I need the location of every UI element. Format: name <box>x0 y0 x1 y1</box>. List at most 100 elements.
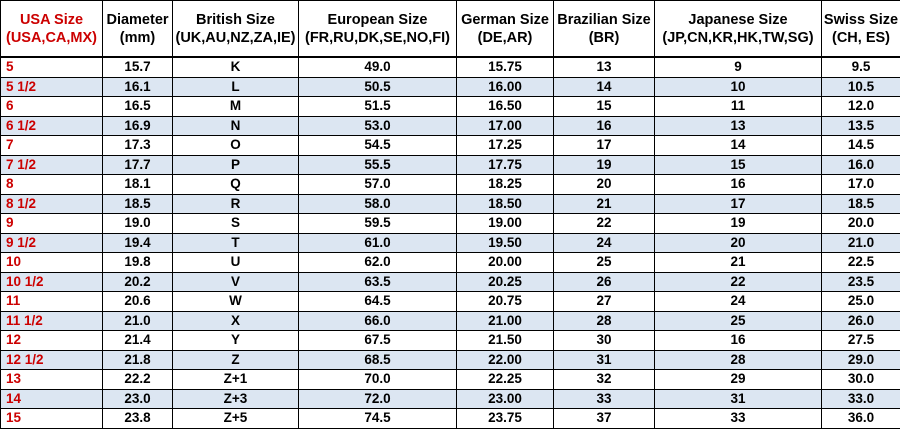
diameter-cell: 16.5 <box>102 96 173 117</box>
header-title: German Size <box>461 11 549 28</box>
german-size-cell: 23.00 <box>456 388 554 409</box>
british-size-cell: K <box>172 56 299 78</box>
header-swiss-size: Swiss Size (CH, ES) <box>821 0 900 58</box>
japanese-size-cell: 22 <box>654 271 822 292</box>
european-size-cell: 66.0 <box>298 310 457 331</box>
swiss-size-cell: 30.0 <box>821 369 900 390</box>
diameter-cell: 16.9 <box>102 115 173 136</box>
swiss-size-cell: 16.0 <box>821 154 900 175</box>
diameter-cell: 21.4 <box>102 330 173 351</box>
header-subtitle: (DE,AR) <box>477 29 533 46</box>
diameter-cell: 22.2 <box>102 369 173 390</box>
header-subtitle: (UK,AU,NZ,ZA,IE) <box>175 29 296 46</box>
swiss-size-cell: 18.5 <box>821 193 900 214</box>
table-row: 8 1/2 18.5 R 58.0 18.50 21 17 18.5 <box>0 193 900 214</box>
table-row: 11 20.6 W 64.5 20.75 27 24 25.0 <box>0 291 900 312</box>
german-size-cell: 17.25 <box>456 135 554 156</box>
header-usa-size: USA Size (USA,CA,MX) <box>0 0 103 58</box>
diameter-cell: 23.8 <box>102 408 173 429</box>
header-subtitle: (USA,CA,MX) <box>5 29 98 46</box>
brazilian-size-cell: 28 <box>553 310 655 331</box>
swiss-size-cell: 36.0 <box>821 408 900 429</box>
usa-size-cell: 10 <box>0 252 103 273</box>
header-subtitle: (FR,RU,DK,SE,NO,FI) <box>305 29 450 46</box>
diameter-cell: 18.5 <box>102 193 173 214</box>
british-size-cell: X <box>172 310 299 331</box>
brazilian-size-cell: 15 <box>553 96 655 117</box>
japanese-size-cell: 24 <box>654 291 822 312</box>
usa-size-cell: 5 <box>0 56 103 78</box>
table-row: 11 1/2 21.0 X 66.0 21.00 28 25 26.0 <box>0 310 900 331</box>
usa-size-cell: 12 1/2 <box>0 349 103 370</box>
header-title: USA Size <box>19 11 84 28</box>
european-size-cell: 74.5 <box>298 408 457 429</box>
brazilian-size-cell: 26 <box>553 271 655 292</box>
diameter-cell: 17.7 <box>102 154 173 175</box>
usa-size-cell: 11 <box>0 291 103 312</box>
japanese-size-cell: 14 <box>654 135 822 156</box>
usa-size-cell: 9 <box>0 213 103 234</box>
japanese-size-cell: 33 <box>654 408 822 429</box>
japanese-size-cell: 9 <box>654 56 822 78</box>
swiss-size-cell: 14.5 <box>821 135 900 156</box>
header-subtitle: (mm) <box>119 29 156 46</box>
german-size-cell: 19.50 <box>456 232 554 253</box>
table-row: 7 17.3 O 54.5 17.25 17 14 14.5 <box>0 135 900 156</box>
german-size-cell: 20.25 <box>456 271 554 292</box>
header-subtitle: (JP,CN,KR,HK,TW,SG) <box>662 29 814 46</box>
swiss-size-cell: 29.0 <box>821 349 900 370</box>
british-size-cell: Z+5 <box>172 408 299 429</box>
brazilian-size-cell: 37 <box>553 408 655 429</box>
european-size-cell: 70.0 <box>298 369 457 390</box>
table-row: 9 19.0 S 59.5 19.00 22 19 20.0 <box>0 213 900 234</box>
british-size-cell: Z+3 <box>172 388 299 409</box>
european-size-cell: 67.5 <box>298 330 457 351</box>
table-row: 5 1/2 16.1 L 50.5 16.00 14 10 10.5 <box>0 76 900 97</box>
european-size-cell: 51.5 <box>298 96 457 117</box>
table-row: 8 18.1 Q 57.0 18.25 20 16 17.0 <box>0 174 900 195</box>
swiss-size-cell: 27.5 <box>821 330 900 351</box>
table-row: 12 1/2 21.8 Z 68.5 22.00 31 28 29.0 <box>0 349 900 370</box>
british-size-cell: W <box>172 291 299 312</box>
header-row: USA Size (USA,CA,MX) Diameter (mm) Briti… <box>0 0 900 58</box>
usa-size-cell: 8 1/2 <box>0 193 103 214</box>
table-row: 6 1/2 16.9 N 53.0 17.00 16 13 13.5 <box>0 115 900 136</box>
header-british-size: British Size (UK,AU,NZ,ZA,IE) <box>172 0 299 58</box>
header-japanese-size: Japanese Size (JP,CN,KR,HK,TW,SG) <box>654 0 822 58</box>
brazilian-size-cell: 24 <box>553 232 655 253</box>
european-size-cell: 62.0 <box>298 252 457 273</box>
header-european-size: European Size (FR,RU,DK,SE,NO,FI) <box>298 0 457 58</box>
table-header: USA Size (USA,CA,MX) Diameter (mm) Briti… <box>0 0 900 58</box>
table-row: 6 16.5 M 51.5 16.50 15 11 12.0 <box>0 96 900 117</box>
header-title: European Size <box>327 11 428 28</box>
header-brazilian-size: Brazilian Size (BR) <box>553 0 655 58</box>
usa-size-cell: 12 <box>0 330 103 351</box>
usa-size-cell: 6 1/2 <box>0 115 103 136</box>
diameter-cell: 21.0 <box>102 310 173 331</box>
british-size-cell: L <box>172 76 299 97</box>
british-size-cell: M <box>172 96 299 117</box>
swiss-size-cell: 26.0 <box>821 310 900 331</box>
british-size-cell: N <box>172 115 299 136</box>
german-size-cell: 18.25 <box>456 174 554 195</box>
british-size-cell: O <box>172 135 299 156</box>
swiss-size-cell: 9.5 <box>821 56 900 78</box>
german-size-cell: 19.00 <box>456 213 554 234</box>
brazilian-size-cell: 30 <box>553 330 655 351</box>
header-diameter: Diameter (mm) <box>102 0 173 58</box>
japanese-size-cell: 25 <box>654 310 822 331</box>
header-subtitle: (BR) <box>588 29 620 46</box>
european-size-cell: 49.0 <box>298 56 457 78</box>
japanese-size-cell: 28 <box>654 349 822 370</box>
german-size-cell: 16.00 <box>456 76 554 97</box>
usa-size-cell: 10 1/2 <box>0 271 103 292</box>
swiss-size-cell: 21.0 <box>821 232 900 253</box>
usa-size-cell: 13 <box>0 369 103 390</box>
british-size-cell: Z+1 <box>172 369 299 390</box>
british-size-cell: P <box>172 154 299 175</box>
usa-size-cell: 9 1/2 <box>0 232 103 253</box>
table-row: 10 1/2 20.2 V 63.5 20.25 26 22 23.5 <box>0 271 900 292</box>
brazilian-size-cell: 31 <box>553 349 655 370</box>
swiss-size-cell: 25.0 <box>821 291 900 312</box>
